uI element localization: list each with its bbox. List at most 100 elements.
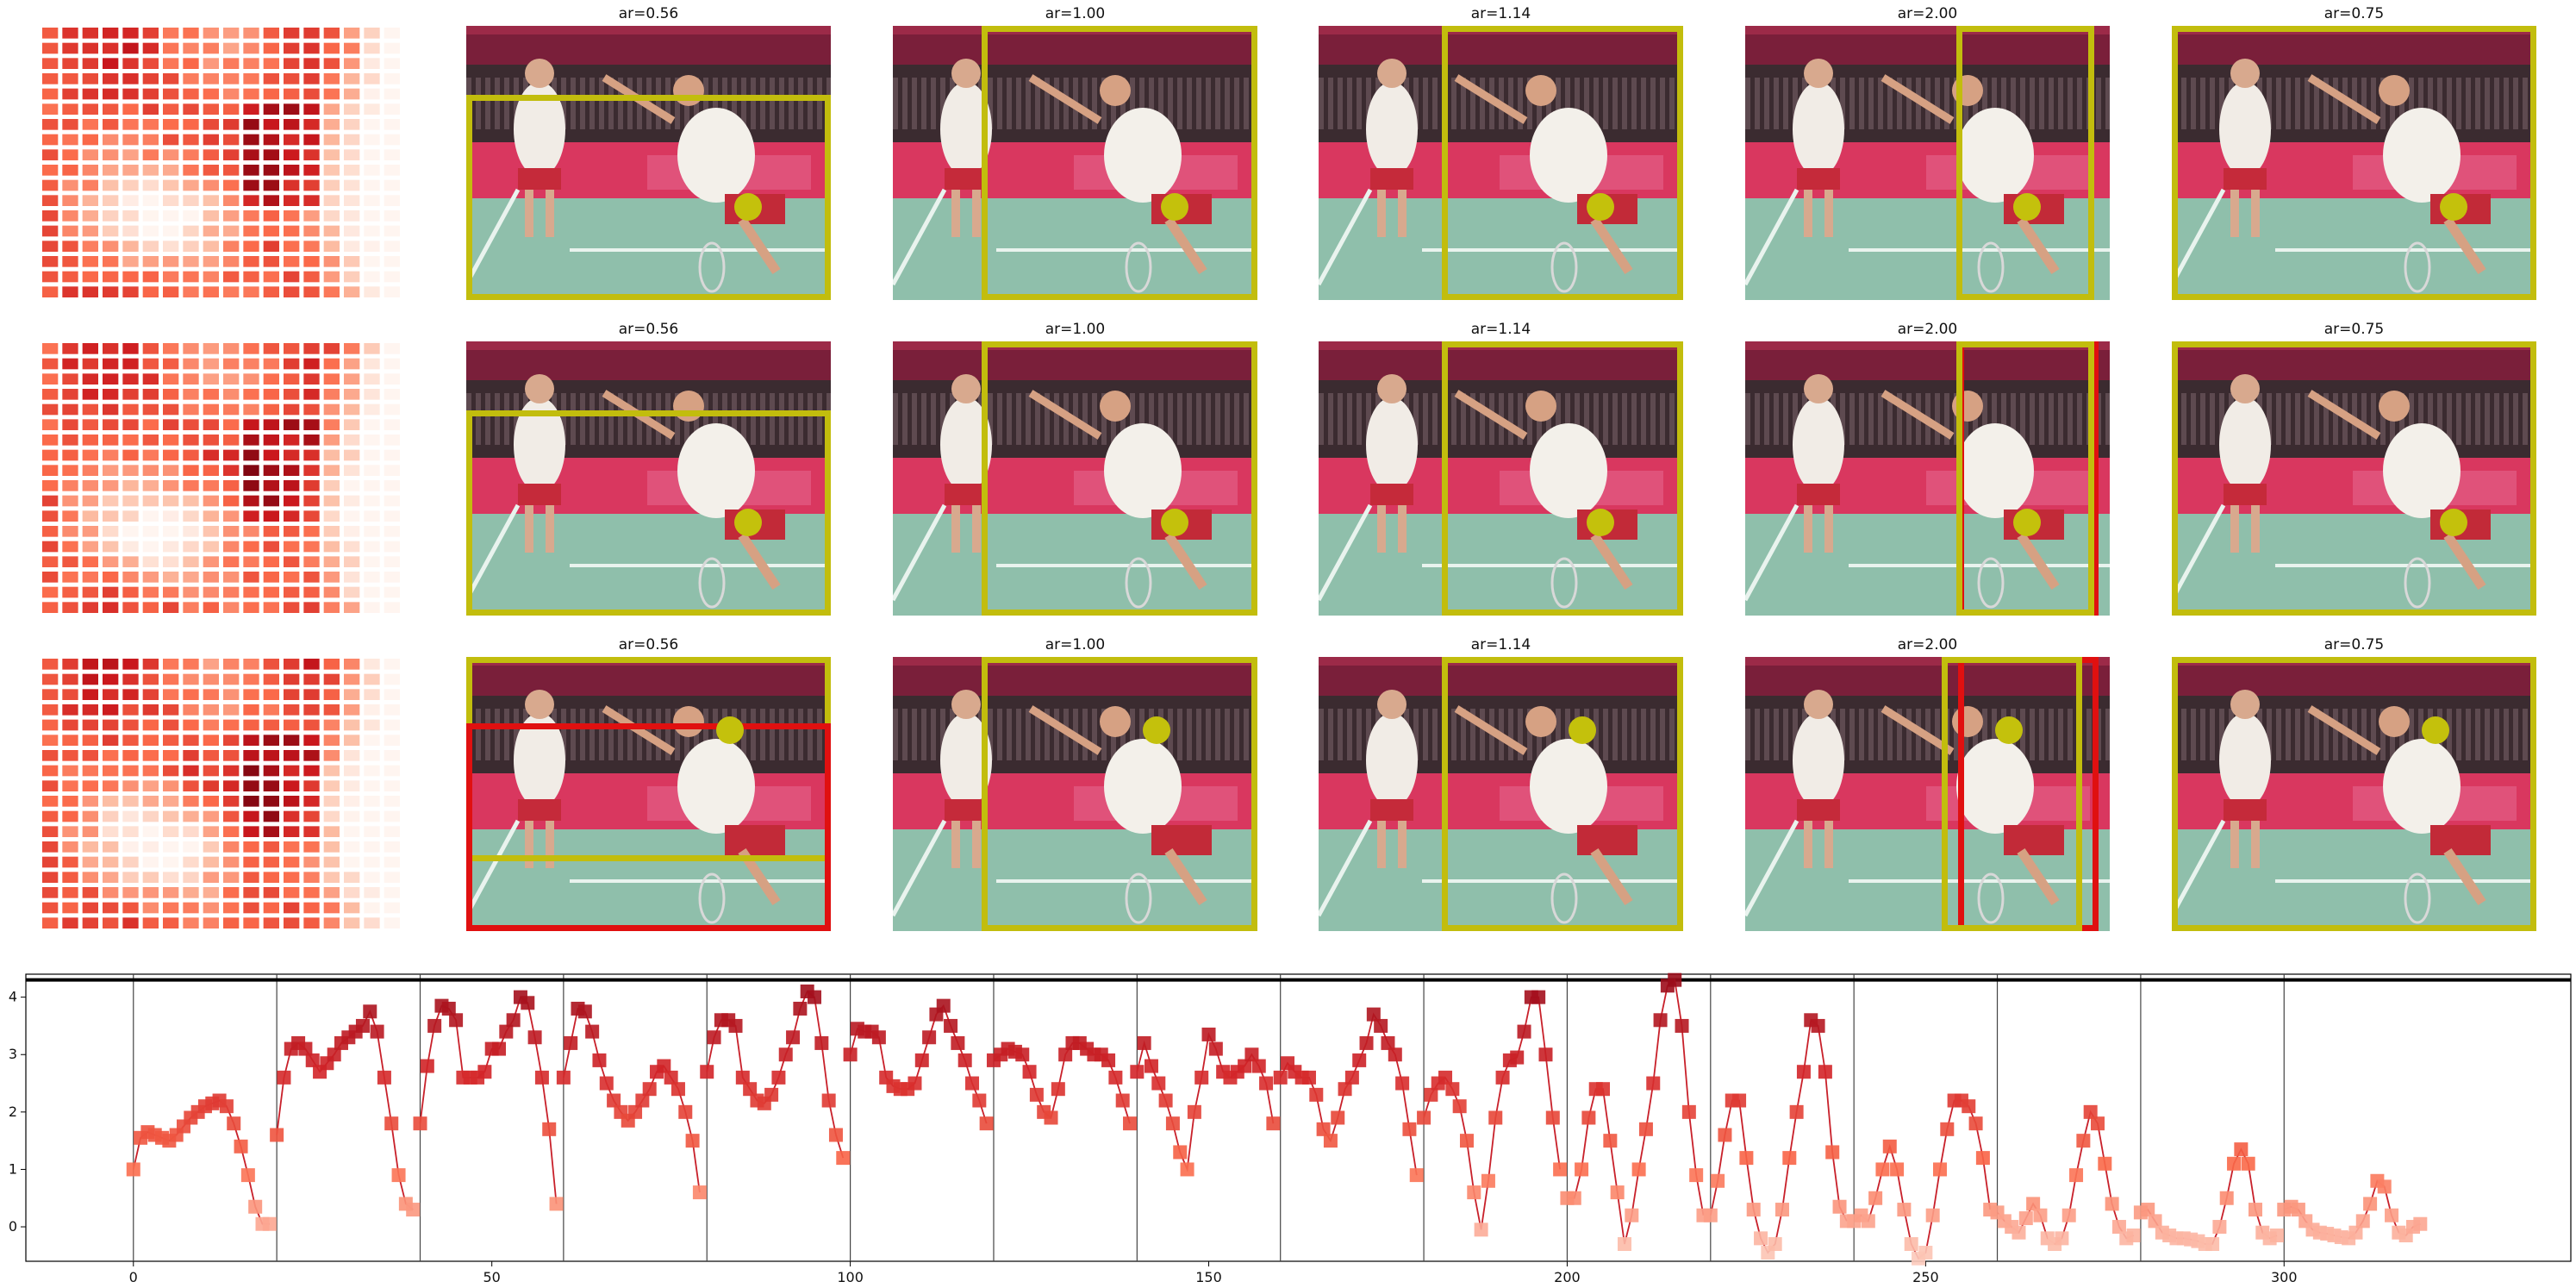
heatmap-cell — [243, 586, 259, 598]
heatmap-cell — [223, 28, 240, 39]
heatmap-cell — [122, 810, 139, 822]
heatmap-cell — [142, 271, 159, 283]
heatmap-cell — [163, 826, 179, 837]
heatmap-cell — [364, 526, 380, 537]
heatmap-cell — [142, 241, 159, 252]
heatmap-cell — [223, 435, 240, 446]
heatmap-cell — [42, 373, 59, 385]
heatmap-cell — [62, 735, 78, 746]
heatmap-cell — [203, 179, 219, 191]
heatmap-cell — [344, 165, 360, 176]
heatmap-cell — [203, 902, 219, 914]
heatmap-cell — [263, 765, 279, 777]
score-point-marker — [678, 1104, 693, 1119]
yellow-crop-box — [982, 26, 1257, 300]
heatmap-cell — [183, 403, 199, 416]
heatmap-cell — [122, 179, 139, 191]
heatmap-cell — [163, 856, 179, 868]
heatmap-cell — [163, 704, 179, 716]
heatmap-cell — [303, 602, 320, 613]
heatmap-cell — [82, 810, 98, 822]
heatmap-cell — [183, 419, 199, 430]
heatmap-cell — [243, 495, 259, 507]
heatmap-cell — [183, 673, 199, 685]
heatmap-cell — [303, 673, 320, 685]
score-point-marker — [1438, 1070, 1453, 1085]
score-point-marker — [1932, 1162, 1947, 1177]
heatmap-cell — [62, 750, 78, 761]
score-point-marker — [1711, 1173, 1725, 1188]
heatmap-cell — [284, 872, 300, 883]
score-point-marker — [1338, 1082, 1352, 1097]
heatmap-cell — [62, 872, 78, 883]
heatmap-cell — [122, 435, 139, 446]
heatmap-cell — [82, 358, 98, 370]
heatmap-cell — [142, 826, 159, 837]
heatmap-cell — [344, 210, 360, 222]
heatmap-cell — [142, 88, 159, 100]
heatmap-cell — [82, 780, 98, 791]
heatmap-cell — [344, 225, 360, 237]
heatmap-cell — [323, 765, 340, 777]
heatmap-cell — [243, 389, 259, 400]
heatmap-cell — [243, 887, 259, 898]
heatmap-cell — [42, 88, 59, 100]
score-point-marker — [828, 1128, 843, 1142]
heatmap-cell — [384, 449, 400, 461]
heatmap-cell — [344, 465, 360, 476]
heatmap-cell — [303, 541, 320, 553]
heatmap-cell — [384, 42, 400, 54]
heatmap-cell — [364, 704, 380, 716]
heatmap-cell — [103, 704, 119, 716]
heatmap-cell — [42, 73, 59, 84]
heatmap-cell — [344, 179, 360, 191]
heatmap-cell — [183, 358, 199, 370]
score-point-marker — [1251, 1059, 1266, 1073]
heatmap-cell — [384, 735, 400, 746]
heatmap-cell — [303, 765, 320, 777]
heatmap-cell — [303, 256, 320, 267]
score-point-marker — [1151, 1076, 1166, 1091]
score-point-marker — [2105, 1197, 2119, 1211]
heatmap-cell — [42, 42, 59, 54]
heatmap-cell — [42, 541, 59, 553]
score-point-marker — [1625, 1208, 1639, 1222]
heatmap-cell — [42, 796, 59, 807]
yellow-crop-box — [2172, 26, 2536, 300]
heatmap-cell — [142, 42, 159, 54]
heatmap-cell — [203, 149, 219, 160]
heatmap-cell — [42, 403, 59, 416]
score-point-marker — [420, 1059, 434, 1073]
heatmap-cell — [163, 673, 179, 685]
heatmap-cell — [344, 673, 360, 685]
heatmap-cell — [183, 449, 199, 461]
heatmap-cell — [122, 358, 139, 370]
heatmap-cell — [384, 256, 400, 267]
heatmap-cell — [284, 373, 300, 385]
heatmap-cell — [243, 480, 259, 491]
heatmap-cell — [384, 179, 400, 191]
heatmap-cell — [203, 750, 219, 761]
score-point-marker — [1675, 1018, 1689, 1033]
heatmap-cell — [183, 480, 199, 491]
heatmap-cell — [263, 541, 279, 553]
heatmap-cell — [183, 343, 199, 354]
heatmap-cell — [364, 841, 380, 853]
heatmap-cell — [163, 526, 179, 537]
heatmap-cell — [42, 495, 59, 507]
heatmap-cell — [263, 780, 279, 791]
score-point-marker — [1668, 972, 1682, 987]
heatmap-cell — [284, 256, 300, 267]
heatmap-cell — [384, 826, 400, 837]
heatmap-cell — [62, 373, 78, 385]
heatmap-cell — [323, 42, 340, 54]
heatmap-cell — [122, 826, 139, 837]
badminton-photo — [2172, 341, 2536, 616]
score-point-marker — [1467, 1185, 1481, 1200]
heatmap-cell — [163, 480, 179, 491]
heatmap-cell — [163, 887, 179, 898]
heatmap-cell — [62, 659, 78, 670]
heatmap-cell — [103, 465, 119, 476]
heatmap-cell — [284, 826, 300, 837]
heatmap-cell — [62, 179, 78, 191]
